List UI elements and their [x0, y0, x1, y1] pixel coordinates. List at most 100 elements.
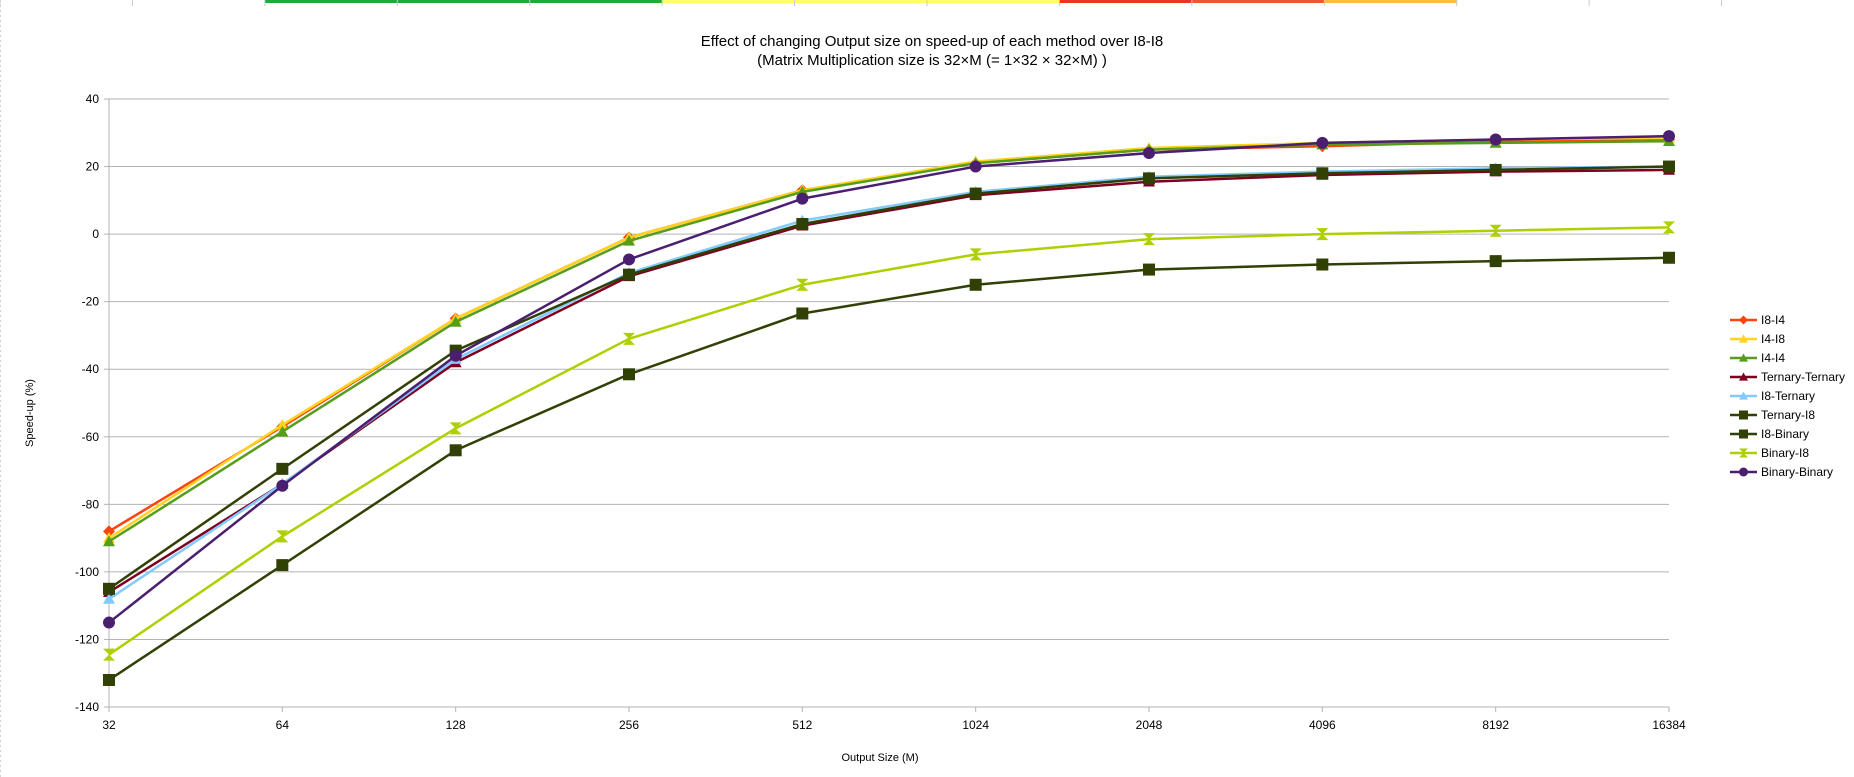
- series-ternary-i8: [103, 160, 1675, 595]
- sheet-strip-segment: [1456, 0, 1590, 3]
- series-i4-i8: [103, 131, 1675, 543]
- data-point: [103, 582, 115, 595]
- data-point: [969, 187, 982, 200]
- data-point: [623, 253, 635, 266]
- legend-label: I8-I4: [1761, 313, 1785, 327]
- data-point: [103, 673, 115, 686]
- data-point: [449, 315, 462, 327]
- chart-title: Effect of changing Output size on speed-…: [701, 33, 1164, 50]
- data-point: [1663, 160, 1675, 173]
- data-point: [103, 616, 115, 629]
- legend-swatch-marker: [1739, 429, 1748, 439]
- data-point: [1316, 258, 1329, 271]
- y-tick-label: -20: [82, 295, 100, 309]
- legend-swatch-marker: [1739, 410, 1748, 420]
- sheet-strip-segment: [1324, 0, 1458, 3]
- legend: I8-I4 I4-I8 I4-I4 Ternary-Ternary I8-Ternary…: [1730, 313, 1845, 479]
- data-point: [103, 648, 115, 661]
- series-i8-ternary: [103, 160, 1675, 604]
- y-tick-label: -40: [82, 362, 100, 376]
- data-point: [796, 307, 809, 320]
- y-tick-label: -120: [75, 632, 99, 646]
- legend-swatch-marker: [1739, 448, 1748, 458]
- data-point: [623, 368, 635, 381]
- data-point: [276, 530, 289, 543]
- legend-swatch-marker: [1739, 334, 1748, 343]
- data-point: [796, 278, 809, 291]
- data-point: [103, 525, 115, 538]
- x-axis-title: Output Size (M): [841, 752, 918, 764]
- data-point: [623, 234, 635, 246]
- data-point: [969, 160, 982, 173]
- legend-label: I8-Binary: [1761, 427, 1809, 441]
- data-point: [1489, 133, 1502, 146]
- sheet-strip-segment: [794, 0, 928, 3]
- grid: [109, 98, 1669, 708]
- x-tick-label: 32: [102, 718, 116, 732]
- sheet-strip-segment: [1059, 0, 1193, 3]
- y-tick-label: -80: [82, 497, 100, 511]
- legend-swatch-marker: [1739, 372, 1748, 381]
- labels: Effect of changing Output size on speed-…: [24, 33, 1163, 764]
- data-point: [103, 535, 115, 547]
- data-point: [1489, 255, 1502, 268]
- legend-swatch-marker: [1739, 391, 1748, 400]
- series-ternary-ternary: [103, 163, 1675, 597]
- y-tick-label: 0: [92, 227, 99, 241]
- series-binary-binary: [103, 130, 1675, 629]
- legend-label: Binary-Binary: [1761, 465, 1833, 479]
- legend-item: I8-Ternary: [1730, 389, 1815, 403]
- x-tick-label: 2048: [1136, 718, 1163, 732]
- data-point: [1143, 263, 1155, 276]
- sheet-strip-segment: [927, 0, 1060, 3]
- legend-item: I4-I4: [1730, 351, 1785, 365]
- data-point: [103, 592, 115, 604]
- data-point: [1316, 136, 1329, 149]
- x-tick-label: 256: [619, 718, 639, 732]
- data-point: [1143, 172, 1155, 185]
- legend-item: Ternary-I8: [1730, 408, 1815, 422]
- series-line: [108, 136, 1670, 540]
- data-point: [969, 248, 982, 261]
- sheet-strip-segment: [0, 0, 133, 3]
- series-line: [108, 226, 1670, 656]
- legend-label: Ternary-I8: [1761, 408, 1815, 422]
- data-point: [449, 349, 462, 362]
- x-tick-label: 4096: [1309, 718, 1336, 732]
- y-tick-label: -60: [82, 430, 100, 444]
- legend-label: I4-I4: [1761, 351, 1785, 365]
- series-line: [108, 168, 1670, 594]
- series-i8-binary: [103, 251, 1675, 686]
- legend-label: Binary-I8: [1761, 446, 1809, 460]
- data-point: [1663, 251, 1675, 264]
- sheet-strip-segment: [662, 0, 796, 3]
- data-point: [1316, 167, 1329, 180]
- data-point: [1663, 130, 1675, 143]
- sheet-strip-segment: [132, 0, 266, 3]
- legend-label: Ternary-Ternary: [1761, 370, 1845, 384]
- data-point: [449, 444, 462, 457]
- x-tick-label: 64: [276, 718, 290, 732]
- data-point: [276, 418, 289, 430]
- sheet-strip-segment: [1589, 0, 1723, 3]
- sheet-strip-segment: [264, 0, 398, 3]
- legend-item: I8-Binary: [1730, 427, 1809, 441]
- data-point: [276, 559, 289, 572]
- series-line: [108, 134, 1670, 624]
- legend-item: I4-I8: [1730, 332, 1785, 346]
- legend-item: Binary-Binary: [1730, 465, 1833, 479]
- data-point: [796, 192, 809, 205]
- legend-swatch-marker: [1739, 353, 1748, 362]
- x-tick-label: 16384: [1652, 718, 1686, 732]
- y-axis-title: Speed-up (%): [24, 379, 36, 447]
- series-line: [108, 165, 1670, 590]
- series-binary-i8: [103, 221, 1675, 661]
- y-tick-label: 20: [86, 160, 100, 174]
- data-point: [1663, 221, 1675, 234]
- series-line: [108, 139, 1670, 543]
- legend-swatch-marker: [1739, 467, 1748, 477]
- data-point: [1489, 163, 1502, 176]
